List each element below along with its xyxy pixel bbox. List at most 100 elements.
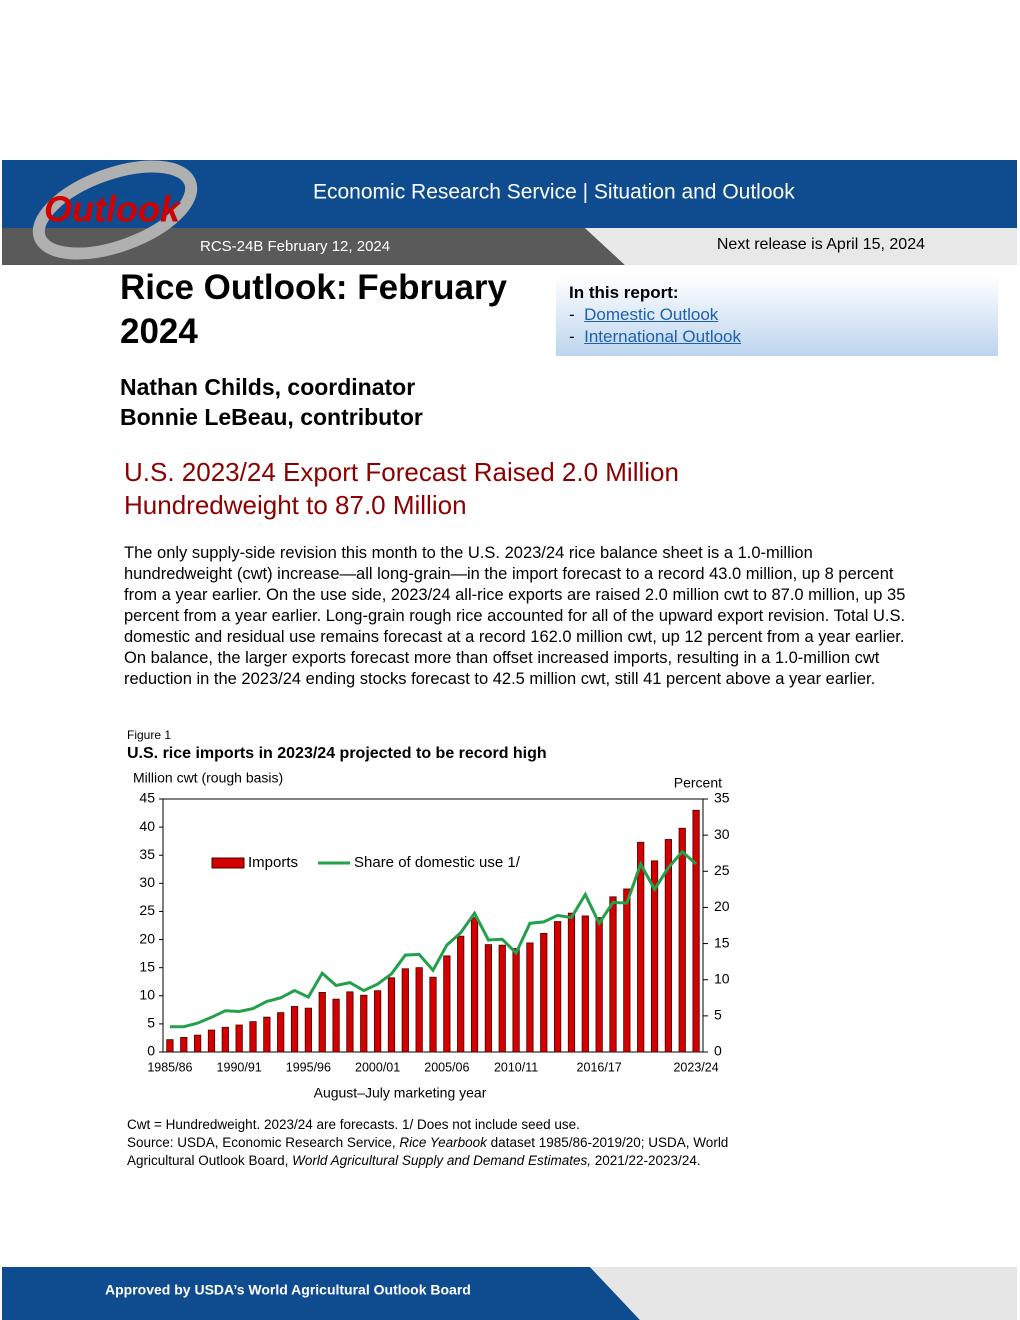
x-tick-label: 1990/91 (217, 1060, 262, 1074)
bar (554, 921, 562, 1053)
logo: Outlook (44, 189, 182, 230)
bar (304, 1007, 312, 1053)
bar (235, 1024, 243, 1053)
x-tick-label: 2010/11 (494, 1060, 538, 1074)
bullet: - (569, 305, 575, 324)
body: The only supply-side revision this month… (124, 544, 906, 688)
bar (415, 967, 423, 1053)
bar (637, 841, 645, 1053)
bar (166, 1039, 174, 1053)
in-this-report: In this report: - Domestic Outlook - Int… (569, 282, 741, 348)
authors: Nathan Childs, coordinator Bonnie LeBeau… (120, 372, 423, 432)
text: dataset 1985/86-2019/20; USDA, World Agr… (127, 1135, 729, 1168)
y2-tick-label: 15 (714, 934, 730, 950)
bar (470, 917, 479, 1053)
text: Source: USDA, Economic Research Service, (127, 1135, 400, 1150)
x-tick-label: 2016/17 (577, 1060, 622, 1074)
bar (692, 809, 700, 1053)
y2-tick-label: 30 (714, 826, 730, 842)
y-tick-label: 25 (139, 902, 155, 918)
bar (443, 955, 451, 1053)
link[interactable]: International Outlook (584, 327, 742, 346)
y-tick-label: 45 (139, 790, 155, 806)
x-tick-label: 2005/06 (424, 1060, 469, 1074)
y-tick-label: 40 (139, 818, 155, 834)
bar (207, 1029, 216, 1053)
headline: U.S. 2023/24 Export Forecast Raised 2.0 … (124, 457, 679, 520)
bar (567, 912, 576, 1053)
title: Rice Outlook: February 2024 (120, 268, 508, 351)
bar (595, 917, 603, 1053)
text: World Agricultural Supply and Demand Est… (292, 1153, 591, 1168)
link[interactable]: Domestic Outlook (584, 305, 719, 324)
bar (581, 915, 589, 1053)
bar (650, 860, 659, 1053)
bar (221, 1026, 229, 1053)
bar (346, 991, 354, 1053)
x-tick-label: 2000/01 (355, 1060, 400, 1074)
y2-tick-label: 10 (714, 970, 730, 986)
bullet: - (569, 327, 575, 346)
legend-label: Imports (248, 854, 298, 871)
y-tick-label: 30 (139, 874, 155, 890)
box-heading: In this report: (569, 283, 679, 302)
bar (360, 994, 368, 1053)
bar (512, 948, 520, 1053)
x-tick-label: 1995/96 (286, 1060, 331, 1074)
author: Bonnie LeBeau, contributor (120, 404, 423, 430)
header-strip (2, 228, 625, 265)
bar (180, 1036, 188, 1053)
line (169, 849, 698, 1029)
bar (387, 977, 396, 1053)
service: Economic Research Service | Situation an… (313, 181, 795, 204)
legend-label: Share of domestic use 1/ (354, 854, 521, 871)
bar (429, 976, 437, 1053)
bar (609, 896, 617, 1053)
bar (374, 990, 382, 1053)
bar (540, 932, 548, 1053)
bar (498, 944, 506, 1053)
footer: Approved by USDA’s World Agricultural Ou… (105, 1282, 471, 1298)
text: 2021/22-2023/24. (590, 1153, 701, 1168)
y-tick-label: 10 (139, 986, 155, 1002)
y2-tick-label: 20 (714, 898, 730, 914)
y-axis-label: Million cwt (rough basis) (133, 770, 283, 786)
y-tick-label: 5 (147, 1015, 155, 1031)
y2-tick-label: 25 (714, 862, 730, 878)
bar (678, 827, 686, 1053)
header-strip-light (585, 228, 1017, 265)
box-item: - International Outlook (569, 326, 741, 348)
bar (484, 944, 492, 1053)
bar (290, 1006, 299, 1053)
bar (623, 888, 631, 1053)
y2-tick-label: 5 (714, 1007, 722, 1023)
chart: U.S. rice imports in 2023/24 projected t… (127, 745, 730, 1100)
y2-tick-label: 35 (714, 790, 730, 806)
next-release: Next release is April 15, 2024 (717, 236, 925, 253)
logo-ring (32, 160, 198, 260)
y2-tick-label: 0 (714, 1043, 722, 1059)
x-tick-label: 2023/24 (673, 1060, 718, 1074)
y-tick-label: 0 (147, 1043, 155, 1059)
report-id: RCS-24B February 12, 2024 (200, 238, 390, 255)
x-axis-label: August–July marketing year (314, 1085, 487, 1101)
figure-label: Figure 1 (127, 728, 172, 742)
note: Cwt = Hundredweight. 2023/24 are forecas… (127, 1117, 580, 1132)
x-tick-label: 1985/86 (147, 1060, 192, 1074)
report-box (556, 275, 998, 356)
y-tick-label: 35 (139, 846, 155, 862)
source: Source: USDA, Economic Research Service,… (127, 1134, 757, 1170)
bar (194, 1034, 202, 1053)
bar (526, 942, 534, 1053)
bar (332, 998, 340, 1053)
box-item: - Domestic Outlook (569, 304, 741, 326)
bar (249, 1021, 257, 1053)
y2-axis-label: Percent (674, 775, 722, 791)
y-tick-label: 15 (139, 958, 155, 974)
bar (263, 1016, 271, 1053)
bar (401, 968, 409, 1053)
text: Rice Yearbook (399, 1135, 487, 1150)
bar (457, 935, 465, 1053)
